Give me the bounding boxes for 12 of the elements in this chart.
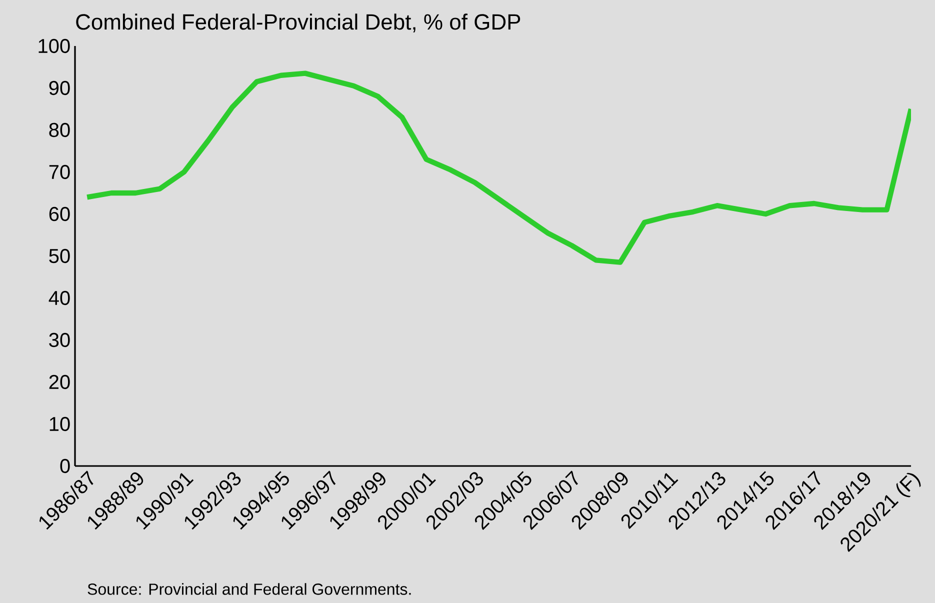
y-tick-label: 50	[49, 248, 70, 264]
y-tick-label: 10	[50, 416, 70, 432]
chart-title: Combined Federal-Provincial Debt, % of GDP	[76, 14, 520, 32]
source-note: Source: Provincial and Federal Governments.	[88, 583, 411, 595]
y-tick-label: 90	[49, 80, 70, 96]
y-tick-label: 40	[48, 290, 70, 306]
y-tick-label: 80	[49, 122, 70, 138]
y-tick-label: 20	[49, 374, 70, 390]
y-tick-label: 70	[49, 164, 70, 180]
y-tick-label: 100	[38, 38, 70, 54]
y-tick-label: 30	[49, 332, 70, 348]
y-tick-label: 60	[49, 206, 70, 222]
